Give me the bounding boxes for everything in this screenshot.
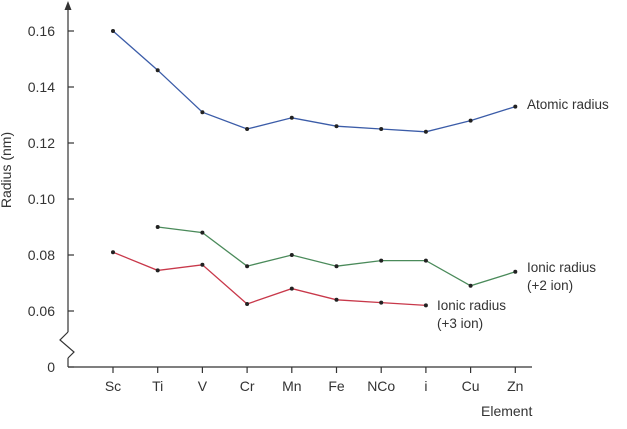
data-point (379, 127, 384, 131)
x-tick-label: Mn (282, 378, 301, 394)
y-tick-label: 0.16 (28, 23, 55, 39)
data-point (423, 129, 428, 134)
axes (59, 1, 532, 368)
y-tick-label: 0.08 (28, 247, 55, 263)
data-point (245, 302, 250, 306)
y-axis-title: Radius (nm) (0, 132, 14, 208)
y-tick-label: 0.12 (28, 135, 55, 151)
series-line-2 (112, 251, 426, 307)
series-group (111, 29, 518, 308)
data-point (468, 118, 473, 123)
data-point (289, 115, 294, 120)
data-point (379, 300, 384, 305)
y-tick-label: 0 (47, 359, 55, 375)
x-tick-label: V (198, 378, 208, 394)
series-label: (+2 ion) (527, 278, 573, 293)
data-point (379, 258, 384, 263)
y-tick-label: 0.06 (28, 303, 55, 319)
series-label: Ionic radius (437, 298, 506, 313)
series-label: (+3 ion) (437, 316, 483, 331)
x-tick-label: NCo (367, 378, 395, 394)
series-label: Ionic radius (527, 260, 596, 275)
series-line-1 (157, 226, 516, 287)
series-labels: Atomic radius Ionic radius (+2 ion) Ionic r… (437, 97, 609, 331)
series-line-0 (112, 30, 516, 133)
x-tick-label: Cr (240, 378, 255, 394)
x-ticks: Sc Ti V Cr Mn Fe NCo i Cu Zn (105, 367, 523, 394)
data-point (200, 110, 205, 115)
y-tick-label: 0.10 (28, 191, 55, 207)
data-point (289, 286, 294, 291)
x-tick-label: Fe (328, 378, 345, 394)
data-point (155, 68, 160, 73)
data-point (334, 124, 339, 129)
data-point (513, 104, 518, 109)
data-point (155, 225, 160, 229)
data-point (468, 283, 473, 288)
x-tick-label: Sc (105, 378, 121, 394)
y-tick-label: 0.14 (28, 79, 55, 95)
x-tick-label: Cu (462, 378, 480, 394)
x-axis-title: Element (481, 403, 532, 419)
y-axis-break (59, 331, 75, 359)
data-point (200, 230, 205, 235)
y-ticks: 0 0.06 0.08 0.10 0.12 0.14 0.16 (28, 23, 74, 375)
data-point (423, 303, 428, 308)
data-point (289, 253, 294, 257)
data-point (245, 127, 250, 131)
series-label: Atomic radius (527, 97, 609, 112)
data-point (245, 264, 250, 269)
data-point (334, 297, 339, 302)
x-tick-label: Ti (152, 378, 163, 394)
data-point (334, 264, 339, 269)
data-point (200, 262, 205, 267)
data-point (111, 250, 115, 255)
data-point (155, 268, 160, 273)
data-point (111, 29, 115, 33)
x-tick-label: Zn (507, 378, 523, 394)
data-point (423, 258, 428, 263)
data-point (513, 269, 518, 274)
x-tick-label: i (424, 378, 427, 394)
y-axis-arrow (64, 1, 72, 10)
